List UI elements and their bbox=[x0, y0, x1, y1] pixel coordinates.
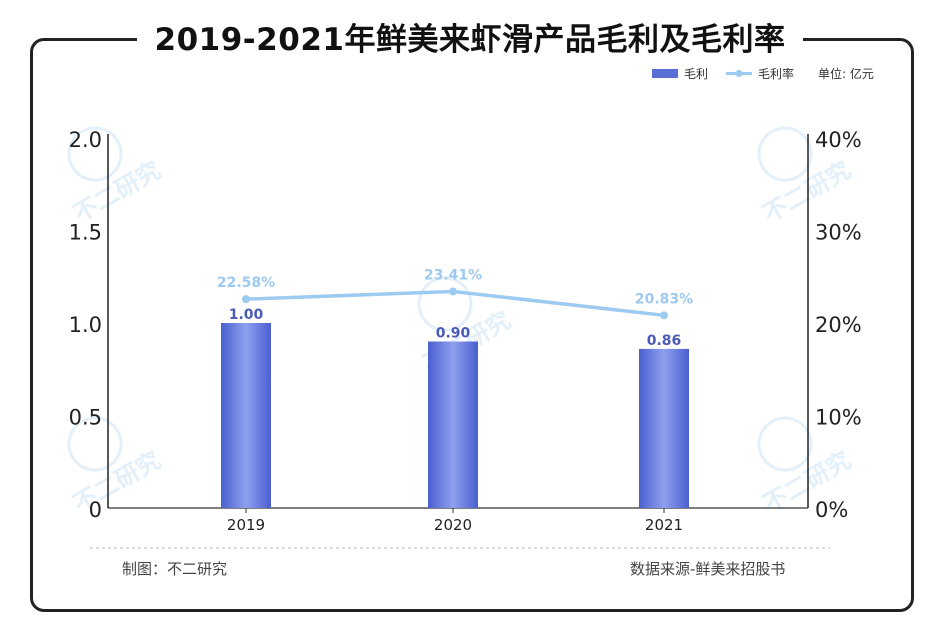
rate-point bbox=[660, 311, 668, 320]
right-tick-label: 30% bbox=[815, 221, 862, 245]
bar-value-label: 0.86 bbox=[647, 333, 682, 349]
legend-label-bar: 毛利 bbox=[684, 67, 708, 81]
rate-point bbox=[242, 295, 250, 304]
unit-label: 单位: 亿元 bbox=[818, 66, 874, 81]
legend-swatch-bar bbox=[652, 69, 678, 78]
left-tick-label: 2.0 bbox=[69, 128, 102, 152]
legend-label-line: 毛利率 bbox=[758, 66, 794, 81]
bar bbox=[639, 348, 689, 508]
bar bbox=[428, 341, 478, 508]
right-tick-label: 40% bbox=[815, 128, 862, 152]
rate-value-label: 22.58% bbox=[217, 275, 275, 291]
data-labels: 1.00 0.90 0.86 22.58% 23.41% 20.83% bbox=[217, 267, 693, 348]
chart-title-wrap: 2019-2021年鲜美来虾滑产品毛利及毛利率 bbox=[0, 14, 940, 59]
watermark-logo-icon bbox=[417, 276, 473, 332]
rate-point bbox=[449, 287, 457, 296]
left-tick-label: 1.5 bbox=[69, 221, 102, 245]
footer-credit: 制图：不二研究 bbox=[122, 560, 228, 578]
footer-source: 数据来源-鲜美来招股书 bbox=[630, 560, 786, 578]
legend: 毛利 毛利率 单位: 亿元 bbox=[652, 66, 874, 81]
right-tick-label: 20% bbox=[815, 313, 862, 337]
x-tick-label: 2020 bbox=[434, 516, 472, 534]
bar-value-label: 0.90 bbox=[436, 326, 471, 342]
left-tick-label: 1.0 bbox=[69, 313, 102, 337]
watermark: 不二研究 bbox=[67, 416, 166, 518]
bar bbox=[221, 323, 271, 508]
x-tick-label: 2021 bbox=[645, 516, 683, 534]
bar-value-label: 1.00 bbox=[229, 307, 264, 323]
left-tick-label: 0.5 bbox=[69, 406, 102, 430]
axes: 0 0.5 1.0 1.5 2.0 0% 10% 20% 30% 40% 2019 2020 2021 bbox=[69, 128, 862, 549]
legend-marker bbox=[735, 70, 743, 77]
chart-frame bbox=[30, 38, 914, 612]
chart-title: 2019-2021年鲜美来虾滑产品毛利及毛利率 bbox=[136, 14, 804, 59]
rate-value-label: 23.41% bbox=[424, 267, 482, 283]
right-tick-label: 10% bbox=[815, 406, 862, 430]
x-tick-label: 2019 bbox=[227, 516, 265, 534]
line-series bbox=[242, 287, 668, 320]
watermark: 不二研究 bbox=[67, 126, 166, 228]
rate-line bbox=[245, 289, 665, 318]
watermark: 不二研究 bbox=[757, 126, 856, 228]
bar-series bbox=[221, 323, 689, 508]
left-tick-label: 0 bbox=[89, 498, 102, 522]
right-tick-label: 0% bbox=[815, 498, 848, 522]
rate-value-label: 20.83% bbox=[635, 291, 693, 307]
